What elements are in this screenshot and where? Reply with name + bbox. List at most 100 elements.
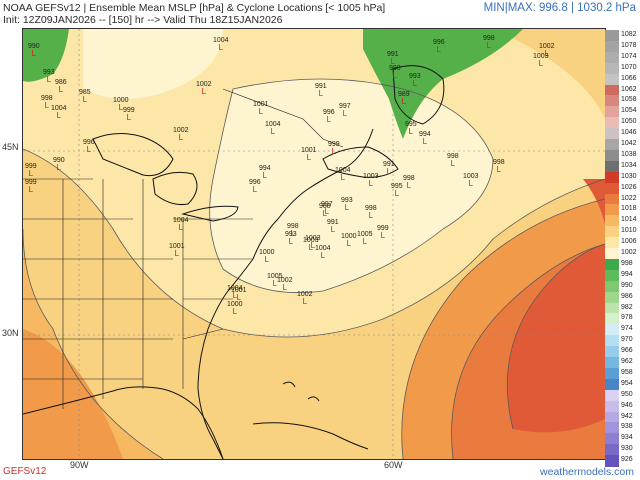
colorbar-label: 1018: [621, 205, 637, 213]
cyclone-l-symbol: L: [290, 229, 296, 238]
cyclone-l-symbol: L: [401, 97, 407, 106]
cyclone-pressure: 991: [327, 219, 339, 226]
cyclone-l-symbol: L: [538, 59, 544, 68]
newfoundland: [392, 65, 445, 125]
cyclone-pressure: 999: [377, 225, 389, 232]
cyclone-marker: 1000 L: [341, 233, 357, 248]
cyclone-l-symbol: L: [272, 279, 278, 288]
cyclone-l-symbol: L: [201, 87, 207, 96]
cyclone-pressure: 990: [28, 43, 40, 50]
min-max-readout: MIN|MAX: 996.8 | 1030.2 hPa: [483, 2, 636, 14]
cyclone-pressure: 1004: [335, 167, 351, 174]
colorbar-label: 978: [621, 314, 633, 322]
cyclone-marker: 994 L: [259, 165, 271, 180]
cyclone-pressure: 1003: [463, 173, 479, 180]
colorbar-step: 1006: [604, 237, 640, 250]
pressure-colorbar: 1082 1078 1074 1070 1066 1062 1058 1054 1050 1046…: [604, 30, 640, 468]
colorbar-label: 1026: [621, 183, 637, 191]
colorbar-swatch: [605, 149, 619, 162]
cyclone-l-symbol: L: [394, 189, 400, 198]
colorbar-swatch: [605, 324, 619, 337]
cyclone-pressure: 1002: [277, 277, 293, 284]
cyclone-marker: 1002 L: [539, 43, 555, 58]
colorbar-step: 1014: [604, 215, 640, 228]
cyclone-marker: 1004 L: [173, 217, 189, 232]
cyclone-pressure: 998: [41, 95, 53, 102]
band-1002-north: [83, 29, 223, 99]
colorbar-swatch: [605, 378, 619, 391]
colorbar-step: 1038: [604, 149, 640, 162]
cyclone-marker: 996 L: [249, 179, 261, 194]
colorbar-swatch: [605, 248, 619, 260]
colorbar-label: 1014: [621, 216, 637, 224]
cyclone-marker: 1000 L: [227, 301, 243, 316]
colorbar-step: 946: [604, 400, 640, 413]
colorbar-swatch: [605, 193, 619, 206]
cyclone-l-symbol: L: [344, 203, 350, 212]
cyclone-pressure: 996: [323, 109, 335, 116]
colorbar-swatch: [605, 269, 619, 282]
cyclone-l-symbol: L: [392, 71, 398, 80]
cyclone-l-symbol: L: [326, 115, 332, 124]
colorbar-label: 998: [621, 259, 633, 267]
cyclone-l-symbol: L: [368, 211, 374, 220]
cyclone-marker: 1003 L: [463, 173, 479, 188]
coastlines: [23, 65, 445, 459]
cyclone-marker: 991 L: [315, 83, 327, 98]
cyclone-l-symbol: L: [324, 207, 330, 216]
colorbar-step: 1010: [604, 226, 640, 239]
colorbar-swatch: [605, 389, 619, 402]
colorbar-swatch: [605, 128, 619, 141]
cyclone-l-symbol: L: [450, 159, 456, 168]
cyclone-l-symbol: L: [28, 169, 34, 178]
cyclone-l-symbol: L: [330, 225, 336, 234]
cyclone-l-symbol: L: [544, 49, 550, 58]
colorbar-label: 1022: [621, 194, 637, 202]
cyclone-marker: 988 L: [319, 203, 331, 218]
cyclone-l-symbol: L: [178, 223, 184, 232]
cyclone-marker: 1004 L: [51, 105, 67, 120]
cuba: [252, 422, 369, 450]
colorbar-swatch: [605, 346, 619, 359]
colorbar-step: 1042: [604, 139, 640, 151]
colorbar-label: 962: [621, 358, 633, 365]
colorbar-step: 1082: [604, 30, 640, 42]
cyclone-l-symbol: L: [406, 181, 412, 190]
band-1026: [507, 244, 605, 433]
colorbar-step: 994: [604, 269, 640, 282]
cyclone-marker: 998 L: [365, 205, 377, 220]
colorbar-swatch: [605, 40, 619, 53]
colorbar-label: 958: [621, 368, 633, 376]
cyclone-marker: 999 L: [123, 107, 135, 122]
colorbar-label: 1010: [621, 227, 637, 235]
colorbar-swatch: [605, 226, 619, 239]
model-label: GEFSv12: [3, 466, 47, 477]
colorbar-step: 1018: [604, 204, 640, 217]
colorbar-label: 1042: [621, 140, 637, 147]
cyclone-l-symbol: L: [331, 147, 337, 156]
cyclone-pressure: 1002: [173, 127, 189, 134]
lat-label-30n: 30N: [2, 328, 19, 338]
cyclone-l-symbol: L: [496, 165, 502, 174]
cyclone-l-symbol: L: [422, 137, 428, 146]
cyclone-marker: 995 L: [391, 183, 403, 198]
cyclone-marker: 993 L: [341, 197, 353, 212]
cyclone-l-symbol: L: [318, 89, 324, 98]
colorbar-step: 1070: [604, 62, 640, 75]
cyclone-l-symbol: L: [282, 283, 288, 292]
colorbar-swatch: [605, 30, 619, 42]
colorbar-label: 1054: [621, 107, 637, 115]
colorbar-label: 1066: [621, 74, 637, 82]
colorbar-swatch: [605, 84, 619, 97]
site-credit: weathermodels.com: [540, 466, 634, 478]
cyclone-marker: 1003 L: [303, 237, 319, 252]
colorbar-step: 982: [604, 302, 640, 315]
colorbar-step: 926: [604, 455, 640, 468]
cyclone-l-symbol: L: [236, 293, 242, 302]
cyclone-pressure: 985: [79, 89, 91, 96]
colorbar-label: 1046: [621, 129, 637, 137]
colorbar-swatch: [605, 117, 619, 130]
cyclone-l-symbol: L: [386, 167, 392, 176]
colorbar-label: 970: [621, 336, 633, 344]
colorbar-label: 1030: [621, 172, 637, 180]
